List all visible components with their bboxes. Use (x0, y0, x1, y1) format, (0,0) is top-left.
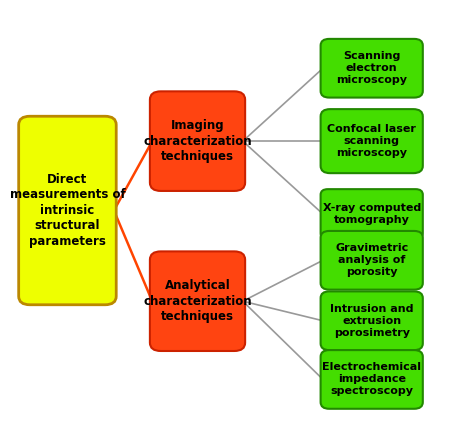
FancyBboxPatch shape (18, 116, 116, 305)
Text: Electrochemical
impedance
spectroscopy: Electrochemical impedance spectroscopy (322, 362, 421, 397)
FancyBboxPatch shape (320, 109, 423, 173)
Text: Direct
measurements of
intrinsic
structural
parameters: Direct measurements of intrinsic structu… (9, 173, 125, 248)
Text: Analytical
characterization
techniques: Analytical characterization techniques (143, 279, 252, 323)
Text: Gravimetric
analysis of
porosity: Gravimetric analysis of porosity (335, 243, 408, 277)
Text: Scanning
electron
microscopy: Scanning electron microscopy (336, 51, 407, 85)
FancyBboxPatch shape (150, 251, 245, 351)
Text: X-ray computed
tomography: X-ray computed tomography (323, 203, 421, 225)
Text: Intrusion and
extrusion
porosimetry: Intrusion and extrusion porosimetry (330, 304, 413, 338)
FancyBboxPatch shape (320, 39, 423, 98)
Text: Confocal laser
scanning
microscopy: Confocal laser scanning microscopy (327, 124, 416, 158)
FancyBboxPatch shape (320, 350, 423, 409)
FancyBboxPatch shape (320, 189, 423, 239)
FancyBboxPatch shape (150, 91, 245, 191)
FancyBboxPatch shape (320, 291, 423, 350)
FancyBboxPatch shape (320, 231, 423, 290)
Text: Imaging
characterization
techniques: Imaging characterization techniques (143, 119, 252, 163)
